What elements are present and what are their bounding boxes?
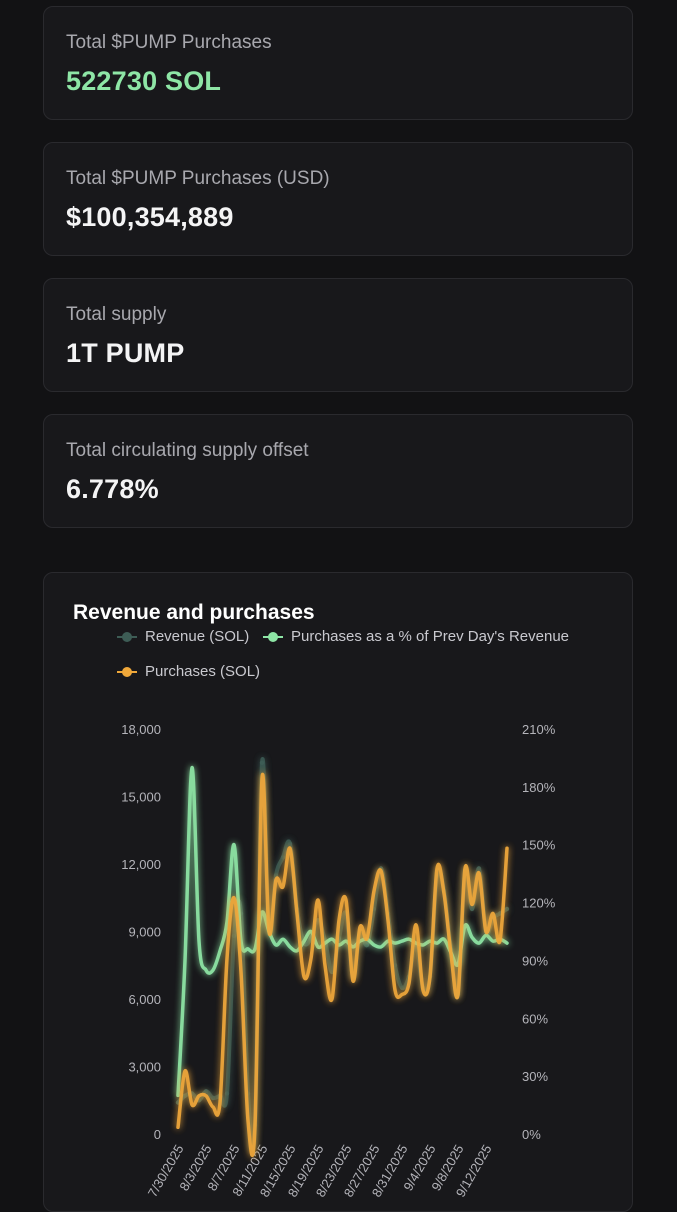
revenue-point (469, 906, 475, 912)
y-right-tick-label: 120% (522, 896, 556, 911)
y-left-tick-label: 6,000 (128, 992, 161, 1007)
revenue-point (231, 933, 237, 939)
legend-label: Revenue (SOL) (145, 628, 250, 645)
y-left-tick-label: 15,000 (121, 790, 161, 805)
y-right-tick-label: 0% (522, 1127, 541, 1142)
legend-label: Purchases as a % of Prev Day's Revenue (291, 628, 569, 645)
stat-label: Total $PUMP Purchases (66, 32, 272, 53)
revenue-point (364, 942, 370, 948)
y-left-tick-label: 3,000 (128, 1060, 161, 1075)
stat-label: Total circulating supply offset (66, 440, 309, 461)
y-right-tick-label: 210% (522, 722, 556, 737)
y-left-tick-label: 18,000 (121, 722, 161, 737)
y-left-tick-label: 9,000 (128, 925, 161, 940)
stat-value: 1T PUMP (66, 338, 185, 368)
revenue-point (182, 1093, 188, 1098)
revenue-point (259, 760, 265, 765)
legend-purchases-pct-icon (263, 631, 283, 642)
stat-card-total-supply: Total supply 1T PUMP (43, 278, 633, 392)
series-line-purchases-sol-group (176, 772, 509, 1158)
legend-item-purchases-sol[interactable]: Purchases (SOL) (117, 663, 260, 680)
revenue-point (399, 985, 405, 990)
y-right-tick-label: 60% (522, 1011, 548, 1026)
chart-card: Revenue and purchases Revenue (SOL) Purc… (43, 572, 633, 1212)
chart-plot: 0 3,000 6,000 9,000 12,000 15,000 18,000 0% 30% 6… (121, 722, 556, 1200)
y-right-tick-label: 90% (522, 953, 548, 968)
revenue-point (210, 1095, 216, 1101)
revenue-point (504, 906, 510, 912)
stat-card-purchases-usd: Total $PUMP Purchases (USD) $100,354,889 (43, 142, 633, 256)
stat-card-circulating-offset: Total circulating supply offset 6.778% (43, 414, 633, 528)
y-right-tick-label: 30% (522, 1069, 548, 1084)
legend-purchases-sol-icon (117, 666, 137, 677)
y-left-tick-label: 12,000 (121, 857, 161, 872)
y-right-tick-label: 150% (522, 838, 556, 853)
revenue-point (287, 841, 293, 846)
x-tick-label: 7/30/2025 (145, 1142, 187, 1200)
chart-title: Revenue and purchases (73, 601, 315, 624)
stat-value: 522730 SOL (66, 66, 222, 96)
legend-revenue-icon (117, 631, 137, 642)
stat-card-purchases-sol: Total $PUMP Purchases 522730 SOL (43, 6, 633, 120)
revenue-point (203, 1089, 209, 1094)
revenue-point (224, 1091, 230, 1096)
stat-value: 6.778% (66, 474, 159, 504)
stat-label: Total supply (66, 304, 167, 325)
revenue-point (280, 855, 286, 860)
stat-label: Total $PUMP Purchases (USD) (66, 168, 330, 189)
y-left-tick-label: 0 (154, 1127, 161, 1142)
legend-item-purchases-pct[interactable]: Purchases as a % of Prev Day's Revenue (263, 628, 569, 645)
y-right-tick-label: 180% (522, 780, 556, 795)
series-line-purchases-sol (176, 772, 509, 1158)
stat-value: $100,354,889 (66, 202, 234, 232)
revenue-point (476, 866, 482, 871)
legend-item-revenue[interactable]: Revenue (SOL) (117, 628, 249, 645)
legend-label: Purchases (SOL) (145, 663, 261, 680)
